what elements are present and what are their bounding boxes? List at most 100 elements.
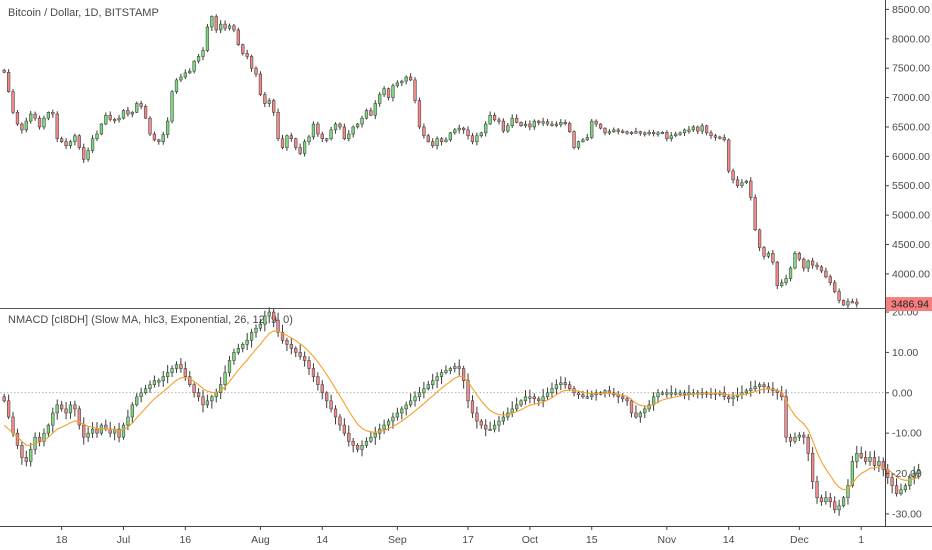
- price-candle-body: [444, 139, 448, 142]
- price-candle: [457, 124, 461, 134]
- indicator-candle: [329, 394, 333, 413]
- indicator-candle: [210, 394, 214, 409]
- price-candle-body: [647, 132, 651, 135]
- indicator-candle: [161, 371, 165, 387]
- price-candle-body: [802, 258, 806, 269]
- price-candle: [780, 279, 784, 288]
- price-candle: [850, 298, 854, 304]
- indicator-candle-body: [908, 477, 912, 486]
- indicator-candle: [568, 381, 572, 392]
- price-candle-body: [537, 120, 541, 124]
- indicator-candle: [245, 332, 249, 350]
- price-y-tick-label: 4500.00: [892, 239, 930, 251]
- indicator-candle: [24, 450, 28, 467]
- indicator-candle: [431, 373, 435, 390]
- indicator-candle-body: [338, 416, 342, 426]
- indicator-candle: [612, 387, 616, 398]
- indicator-candle-body: [413, 396, 417, 402]
- indicator-candle-body: [166, 372, 170, 377]
- price-candle-body: [11, 91, 15, 113]
- price-candle: [338, 122, 342, 130]
- price-candle: [788, 266, 793, 282]
- price-candle: [643, 131, 647, 137]
- indicator-candle: [824, 491, 828, 505]
- price-candle-body: [457, 127, 461, 131]
- price-candle-body: [148, 117, 152, 135]
- indicator-candle: [532, 393, 536, 405]
- indicator-candle-body: [647, 404, 651, 410]
- price-candle: [422, 123, 426, 139]
- indicator-candle-body: [762, 384, 766, 387]
- price-candle-body: [784, 278, 788, 283]
- price-candle: [651, 129, 656, 137]
- indicator-candle: [660, 390, 665, 396]
- indicator-candle: [55, 399, 59, 420]
- price-candle: [749, 177, 753, 201]
- price-candle: [797, 251, 801, 262]
- price-candle-body: [219, 23, 223, 31]
- indicator-candle: [214, 388, 218, 403]
- price-candle-body: [77, 135, 81, 148]
- price-candle: [824, 267, 828, 279]
- indicator-candle-body: [2, 396, 6, 402]
- indicator-candle-body: [625, 398, 629, 402]
- x-tick-label: 15: [586, 534, 598, 546]
- price-candle-body: [90, 138, 95, 151]
- indicator-candle-body: [435, 376, 439, 381]
- price-candle: [55, 111, 59, 143]
- price-candle-body: [797, 253, 801, 260]
- price-candle: [11, 89, 15, 115]
- price-candle: [466, 126, 470, 140]
- price-candle: [784, 274, 788, 286]
- indicator-candle-body: [42, 432, 46, 442]
- last-price-tag: [886, 297, 932, 312]
- indicator-candle: [757, 382, 762, 394]
- indicator-candle-body: [590, 394, 594, 398]
- price-candle: [656, 130, 660, 137]
- price-candle: [696, 125, 700, 134]
- indicator-candle: [585, 389, 589, 399]
- indicator-candle: [333, 405, 338, 425]
- price-candle-body: [506, 125, 510, 132]
- indicator-candle: [157, 378, 161, 387]
- indicator-candle: [373, 426, 377, 445]
- price-candle-body: [285, 135, 289, 148]
- price-candle-body: [113, 119, 117, 122]
- price-candle-body: [382, 88, 386, 95]
- x-tick-label: 17: [462, 534, 474, 546]
- indicator-candle: [643, 405, 647, 419]
- price-candle-body: [157, 139, 161, 142]
- indicator-candle: [117, 422, 121, 443]
- price-candle-body: [42, 117, 46, 128]
- price-candle: [179, 73, 183, 83]
- price-candle: [130, 110, 134, 118]
- indicator-candle-body: [585, 396, 589, 399]
- price-candle-body: [762, 247, 766, 257]
- indicator-candle: [828, 492, 832, 508]
- indicator-candle: [409, 393, 413, 408]
- price-candle-body: [497, 119, 501, 122]
- price-candle-body: [126, 110, 130, 115]
- indicator-candle-body: [174, 364, 179, 369]
- indicator-candle: [435, 372, 439, 389]
- price-candle-body: [709, 132, 713, 137]
- indicator-candle: [515, 397, 519, 412]
- indicator-candle-body: [674, 392, 678, 395]
- indicator-candle: [152, 375, 157, 388]
- indicator-candle-body: [121, 424, 126, 438]
- indicator-candle-body: [95, 428, 99, 434]
- price-candle: [678, 131, 682, 136]
- price-candle-body: [188, 70, 192, 74]
- price-candle-body: [568, 123, 572, 132]
- price-candle-body: [793, 253, 797, 269]
- price-candle: [682, 128, 687, 137]
- price-candle: [307, 134, 311, 145]
- indicator-candle-body: [877, 461, 881, 466]
- indicator-candle-body: [890, 477, 894, 486]
- price-candle-body: [386, 88, 391, 98]
- indicator-candle: [422, 381, 426, 399]
- indicator-candle: [249, 328, 254, 348]
- indicator-candle-body: [294, 348, 298, 353]
- price-candle: [373, 100, 377, 120]
- price-candle: [417, 97, 422, 130]
